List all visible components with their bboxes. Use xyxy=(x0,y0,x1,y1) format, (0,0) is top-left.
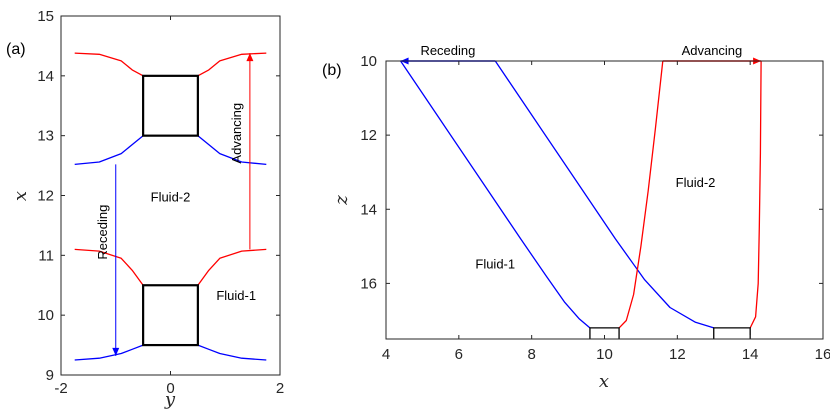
obstacle-square xyxy=(142,74,199,137)
interface-curve-blue-2 xyxy=(494,60,714,329)
receding-label: Receding xyxy=(95,205,110,260)
panel-b-y-ticks: 10 12 14 16 xyxy=(360,53,823,292)
x-tick-label: 16 xyxy=(815,346,830,363)
interface-curve-red-bot-right xyxy=(197,248,267,286)
annotation-fluid-1: Fluid-1 xyxy=(475,257,515,272)
interface-curve-red-bot-left xyxy=(74,248,144,286)
panel-a-y-axis-label: x xyxy=(10,191,31,201)
y-tick-label: 10 xyxy=(37,307,54,324)
y-tick-label: 14 xyxy=(360,201,377,218)
annotation-fluid-2: Fluid-2 xyxy=(676,175,716,190)
y-tick-label: 12 xyxy=(37,188,54,205)
y-tick-label: 12 xyxy=(360,127,377,144)
interface-curve-red-top-right xyxy=(197,52,267,77)
y-tick-label: 14 xyxy=(37,68,54,85)
obstacle-block xyxy=(713,327,751,339)
panel-b-label: (b) xyxy=(322,62,342,79)
annotation-fluid-2: Fluid-2 xyxy=(151,189,191,204)
x-tick-label: 2 xyxy=(276,380,284,397)
y-tick-label: 15 xyxy=(37,8,54,25)
panel-a-plot-area: Receding Advancing Fluid-2 Fluid-1 xyxy=(74,52,267,361)
x-tick-label: 14 xyxy=(742,346,759,363)
panel-a-x-ticks: -2 0 2 xyxy=(54,16,284,397)
panel-b: (b) Receding Advancing Fluid-2 Fluid-1 4 6 8 1… xyxy=(322,43,830,392)
x-tick-label: 4 xyxy=(382,346,390,363)
annotation-fluid-1: Fluid-1 xyxy=(216,288,256,303)
x-tick-label: 12 xyxy=(669,346,686,363)
panel-a-y-ticks: 9 10 11 12 13 14 15 xyxy=(37,8,280,384)
x-tick-label: 0 xyxy=(166,380,174,397)
panel-b-plot-area: Receding Advancing Fluid-2 Fluid-1 xyxy=(400,43,762,339)
obstacle-block xyxy=(589,327,620,339)
obstacle-square xyxy=(142,284,199,347)
receding-label: Receding xyxy=(420,43,475,58)
interface-curve-blue-bot-left xyxy=(74,344,144,361)
panel-b-x-axis-label: x xyxy=(599,371,609,392)
advancing-label: Advancing xyxy=(229,103,244,164)
y-tick-label: 10 xyxy=(360,53,377,70)
y-tick-label: 9 xyxy=(46,367,54,384)
y-tick-label: 11 xyxy=(38,247,54,264)
x-tick-label: 10 xyxy=(596,346,613,363)
y-tick-label: 16 xyxy=(360,275,377,292)
interface-curve-blue-top-left xyxy=(74,135,144,166)
panel-b-y-axis-label: z xyxy=(331,195,352,206)
x-tick-label: 6 xyxy=(455,346,463,363)
x-tick-label: 8 xyxy=(527,346,535,363)
interface-curve-blue-1 xyxy=(400,60,591,329)
panel-a-label: (a) xyxy=(6,41,26,58)
interface-curve-red-top-left xyxy=(74,52,144,77)
advancing-arrow-head xyxy=(246,53,254,62)
receding-arrow-head xyxy=(112,347,120,356)
interface-curve-red-1 xyxy=(618,60,664,329)
x-tick-label: -2 xyxy=(54,380,67,397)
interface-curve-blue-bot-right xyxy=(197,344,267,361)
panel-a-x-axis-label: y xyxy=(164,389,176,410)
panel-b-x-ticks: 4 6 8 10 12 14 16 xyxy=(382,61,830,363)
y-tick-label: 13 xyxy=(37,128,54,145)
interface-curve-red-2 xyxy=(749,60,762,329)
panel-a: (a) Receding Advancing Fluid-2 Fluid-1 -2 0 2… xyxy=(6,8,284,410)
advancing-label: Advancing xyxy=(682,43,743,58)
